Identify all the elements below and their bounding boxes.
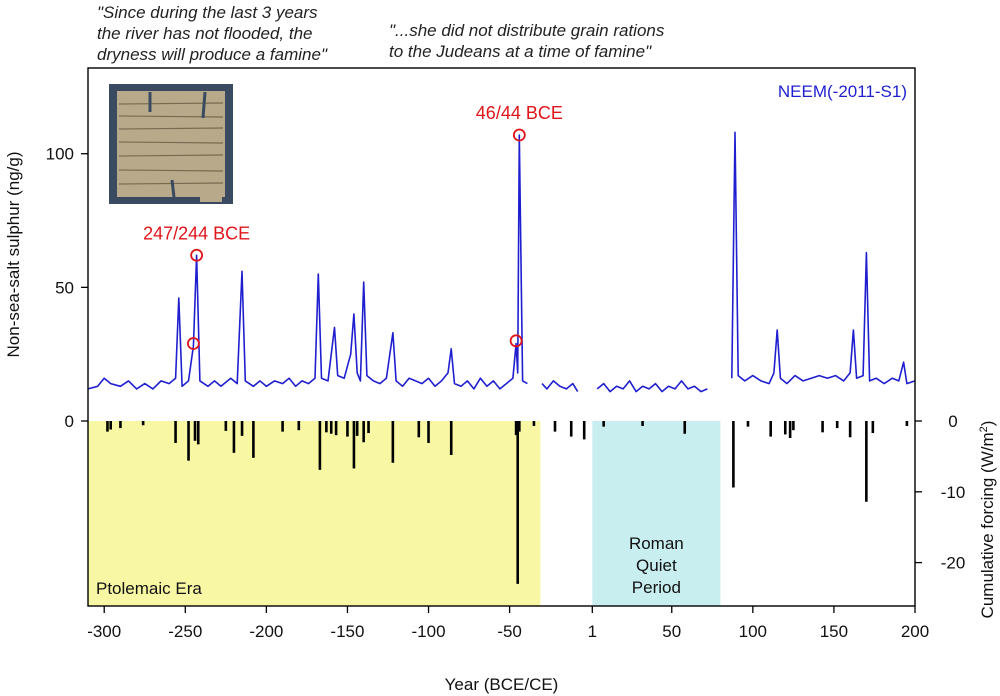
y2-axis-label: Cumulative forcing (W/m2) — [978, 421, 997, 619]
event-marker — [509, 334, 523, 348]
y-tick-label: 0 — [65, 412, 74, 431]
x-tick-label: 50 — [662, 622, 681, 641]
x-tick-label: 200 — [901, 622, 929, 641]
sulphur-series-line — [731, 131, 916, 385]
sulphur-series-line — [87, 134, 528, 390]
x-tick-label: -50 — [497, 622, 522, 641]
sulphur-series-line — [596, 380, 708, 393]
period-label: Ptolemaic Era — [96, 579, 202, 598]
y2-tick-label: 0 — [948, 412, 957, 431]
x-tick-label: 100 — [739, 622, 767, 641]
event-marker — [190, 248, 204, 262]
x-tick-label: -300 — [87, 622, 121, 641]
x-tick-label: -250 — [168, 622, 202, 641]
event-label: 46/44 BCE — [476, 103, 563, 123]
legend-label: NEEM(-2011-S1) — [778, 82, 907, 101]
event-label: 247/244 BCE — [143, 223, 250, 243]
period-span — [592, 421, 721, 606]
x-tick-label: 1 — [588, 622, 597, 641]
period-label: Roman Quiet Period — [629, 534, 684, 597]
y-axis-label: Non-sea-salt sulphur (ng/g) — [4, 152, 23, 358]
plot-frame — [87, 67, 916, 607]
x-axis-label: Year (BCE/CE) — [445, 675, 559, 694]
quote-left: "Since during the last 3 years the river… — [97, 3, 327, 64]
y-tick-label: 50 — [55, 278, 74, 297]
y-tick-label: 100 — [46, 145, 74, 164]
period-span — [88, 421, 541, 606]
papyrus-image — [109, 84, 233, 204]
y2-tick-label: -20 — [941, 554, 966, 573]
y2-tick-label: -10 — [941, 483, 966, 502]
x-tick-label: -100 — [412, 622, 446, 641]
event-marker — [187, 337, 200, 350]
event-marker — [512, 128, 526, 142]
x-tick-label: -150 — [330, 622, 364, 641]
sulphur-series-line — [541, 380, 579, 393]
quote-right: "...she did not distribute grain rations… — [389, 21, 665, 61]
x-tick-label: 150 — [820, 622, 848, 641]
x-tick-label: -200 — [249, 622, 283, 641]
